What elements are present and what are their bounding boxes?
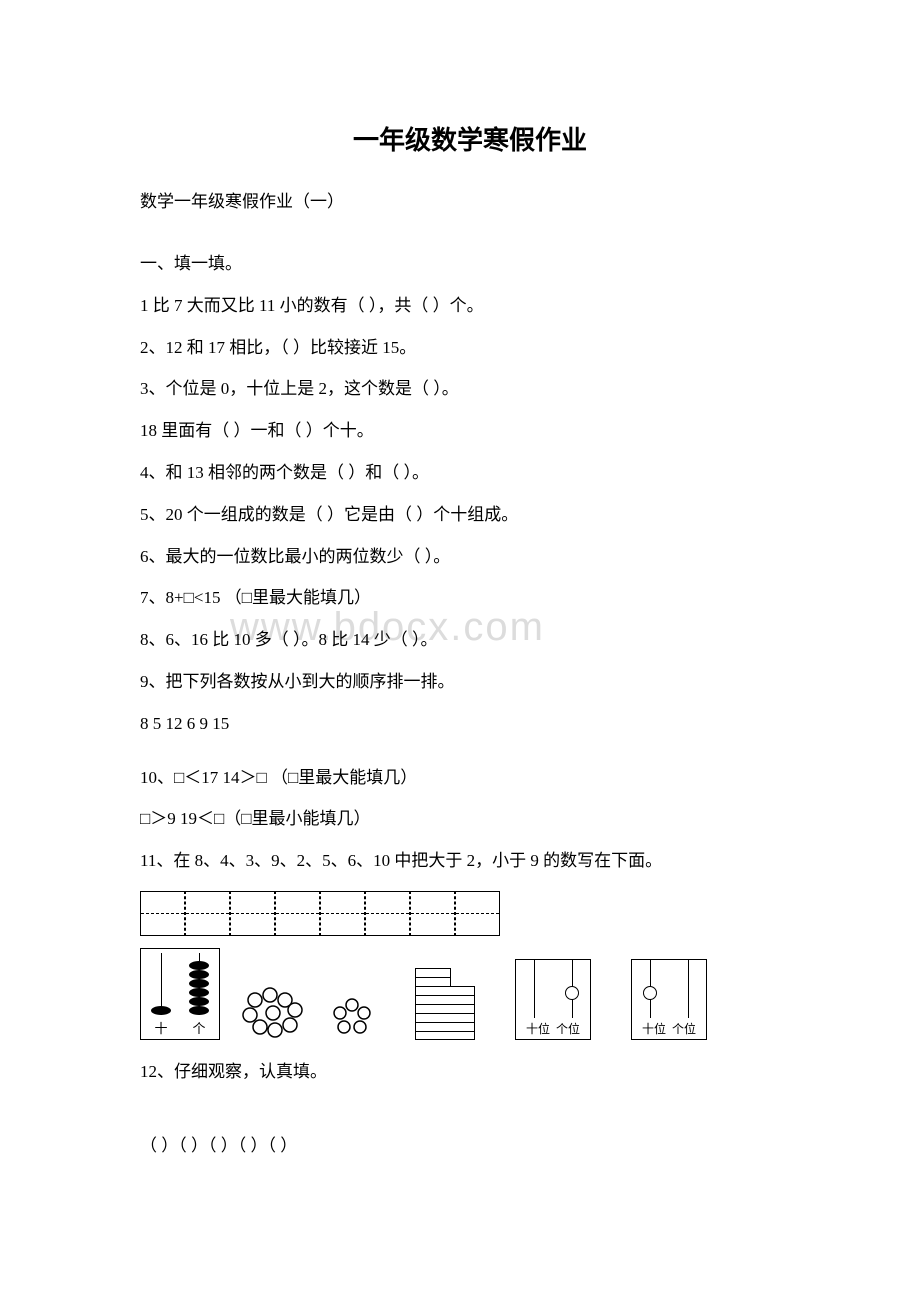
circles-pattern-icon bbox=[240, 985, 310, 1040]
figures-row: 十 个 bbox=[140, 948, 800, 1040]
subtitle: 数学一年级寒假作业（一） bbox=[140, 187, 800, 212]
question-9-numbers: 8 5 12 6 9 15 bbox=[140, 712, 800, 736]
question-8: 8、6、16 比 10 多（ ）。8 比 14 少（ ）。 bbox=[140, 628, 800, 652]
number-cell bbox=[275, 891, 320, 936]
question-1: 1 比 7 大而又比 11 小的数有（ ），共（ ）个。 bbox=[140, 294, 800, 318]
question-2: 2、12 和 17 相比，（ ）比较接近 15。 bbox=[140, 336, 800, 360]
ones-label: 个位 bbox=[672, 1020, 696, 1037]
place-value-figure-1: 十位 个位 bbox=[515, 959, 591, 1040]
question-12: 12、仔细观察，认真填。 bbox=[140, 1060, 800, 1084]
page-title: 一年级数学寒假作业 bbox=[140, 120, 800, 157]
number-cell bbox=[185, 891, 230, 936]
question-12-blanks: （ ）（ ）（ ）（ ）（ ） bbox=[140, 1134, 800, 1158]
question-3: 3、个位是 0，十位上是 2，这个数是（ ）。 bbox=[140, 377, 800, 401]
stacked-rects-figure bbox=[415, 968, 475, 1040]
tens-label: 十位 bbox=[526, 1020, 550, 1037]
question-7: 7、8+□<15 （□里最大能填几） bbox=[140, 586, 800, 610]
number-cell bbox=[410, 891, 455, 936]
place-value-figure-2: 十位 个位 bbox=[631, 959, 707, 1040]
question-11: 11、在 8、4、3、9、2、5、6、10 中把大于 2，小于 9 的数写在下面… bbox=[140, 849, 800, 873]
number-cell bbox=[230, 891, 275, 936]
question-5: 5、20 个一组成的数是（ ）它是由（ ）个十组成。 bbox=[140, 503, 800, 527]
flower-pattern-icon bbox=[330, 995, 375, 1040]
question-4: 4、和 13 相邻的两个数是（ ）和（ ）。 bbox=[140, 461, 800, 485]
number-cell bbox=[365, 891, 410, 936]
number-boxes bbox=[140, 891, 800, 936]
tens-label: 十位 bbox=[642, 1020, 666, 1037]
ones-label: 个位 bbox=[556, 1020, 580, 1037]
number-cell bbox=[140, 891, 185, 936]
abacus-figure: 十 个 bbox=[140, 948, 220, 1040]
section-heading: 一、填一填。 bbox=[140, 252, 800, 276]
question-10b: □＞9 19＜□（□里最小能填几） bbox=[140, 807, 800, 831]
question-6: 6、最大的一位数比最小的两位数少（ ）。 bbox=[140, 545, 800, 569]
number-cell bbox=[455, 891, 500, 936]
question-3b: 18 里面有（ ）一和（ ）个十。 bbox=[140, 419, 800, 443]
abacus-tens-label: 十 bbox=[149, 1018, 173, 1037]
abacus-ones-label: 个 bbox=[187, 1018, 211, 1037]
question-9: 9、把下列各数按从小到大的顺序排一排。 bbox=[140, 670, 800, 694]
question-10a: 10、□＜17 14＞□ （□里最大能填几） bbox=[140, 766, 800, 790]
number-cell bbox=[320, 891, 365, 936]
